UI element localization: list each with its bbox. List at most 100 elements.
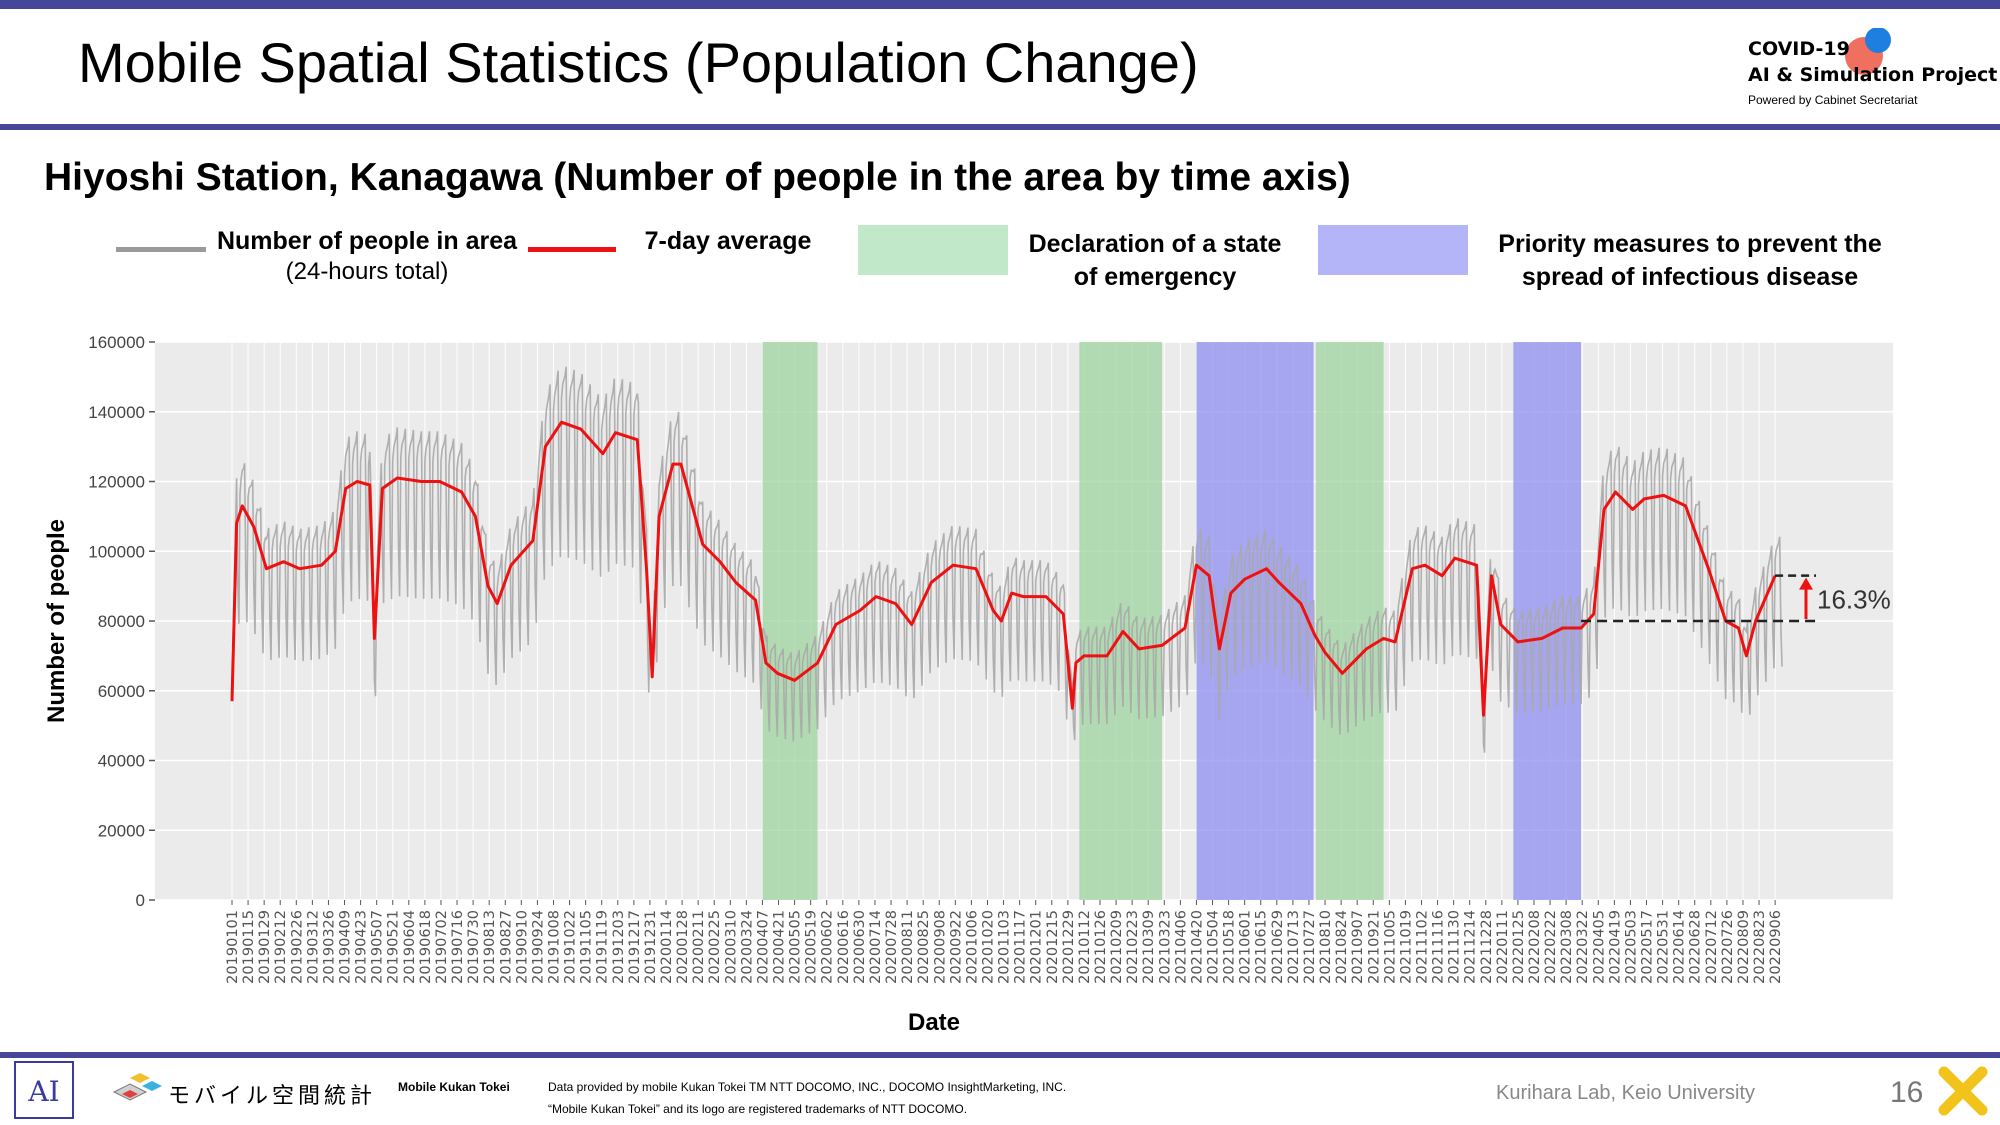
x-tick-label: 20220503	[1623, 910, 1639, 984]
project-logo: COVID-19 AI & Simulation Project Powered…	[1745, 28, 1997, 118]
x-tick-label: 20190730	[466, 910, 482, 984]
y-tick-label: 120000	[88, 473, 145, 492]
x-tick-label: 20210406	[1173, 910, 1189, 984]
x-tick-label: 20210907	[1350, 910, 1366, 984]
legend-swatch-average	[528, 247, 616, 252]
legend-label-priority-1: Priority measures to prevent the	[1498, 230, 1882, 258]
legend-sublabel-people: (24-hours total)	[285, 258, 449, 285]
legend-swatch-emergency	[858, 225, 1008, 275]
svg-text:AI: AI	[27, 1075, 59, 1108]
x-tick-label: 20191008	[546, 910, 562, 984]
x-tick-label: 20201229	[1061, 910, 1077, 984]
annotation-label: 16.3%	[1817, 584, 1891, 614]
x-tick-label: 20191105	[579, 910, 595, 984]
y-tick-label: 100000	[88, 542, 145, 561]
x-tick-label: 20201117	[1013, 910, 1029, 984]
seven-day-average-line	[230, 420, 1777, 717]
x-tick-label: 20220726	[1720, 910, 1736, 984]
x-tick-label: 20191231	[643, 910, 659, 984]
legend-label-people: Number of people in area	[216, 227, 518, 255]
x-tick-label: 20200825	[916, 910, 932, 984]
y-tick-label: 20000	[98, 821, 145, 840]
x-tick-label: 20190507	[370, 910, 386, 984]
x-tick-label: 20210518	[1222, 910, 1238, 984]
x-tick-label: 20210727	[1302, 910, 1318, 984]
legend-label-average: 7-day average	[644, 227, 812, 255]
x-tick-label: 20220405	[1591, 910, 1607, 984]
x-tick-label: 20201006	[964, 910, 980, 984]
x-tick-label: 20220308	[1559, 910, 1575, 984]
x-tick-label: 20200211	[691, 910, 707, 984]
x-tick-label: 20220614	[1672, 910, 1688, 984]
x-tick-label: 20210824	[1334, 910, 1350, 984]
x-tick-label: 20190129	[257, 910, 273, 984]
chart-title: Hiyoshi Station, Kanagawa (Number of peo…	[44, 156, 1351, 199]
x-tick-label: 20201103	[997, 910, 1013, 984]
legend-swatch-people	[116, 247, 206, 252]
x-tick-label: 20220125	[1511, 910, 1527, 984]
cube-logo-icon	[112, 1073, 162, 1101]
legend-swatch-priority	[1318, 225, 1468, 275]
x-tick-label: 20201215	[1045, 910, 1061, 984]
footer-lab: Kurihara Lab, Keio University	[1496, 1082, 1756, 1104]
logo-line-2: AI & Simulation Project	[1748, 64, 1998, 86]
x-tick-label: 20200630	[852, 910, 868, 984]
x-tick-label: 20190115	[241, 910, 257, 984]
x-tick-label: 20190604	[402, 910, 418, 984]
y-tick-label: 140000	[88, 403, 145, 422]
population-chart: 0 20000 40000 60000 80000 100000 120000 140000 1…	[43, 333, 1893, 1036]
x-tick-label: 20200728	[884, 910, 900, 984]
x-tick-label: 20210615	[1254, 910, 1270, 984]
x-tick-label: 20200421	[772, 910, 788, 984]
x-tick-label: 20200310	[723, 910, 739, 984]
x-tick-label: 20210126	[1093, 910, 1109, 984]
x-tick-label: 20220823	[1752, 910, 1768, 984]
x-tick-label: 20220517	[1640, 910, 1656, 984]
slide-title: Mobile Spatial Statistics (Population Ch…	[78, 31, 1199, 94]
x-tick-label: 20201020	[980, 910, 996, 984]
x-tick-label: 20220208	[1527, 910, 1543, 984]
x-tick-label: 20200505	[788, 910, 804, 984]
x-tick-label: 20191217	[627, 910, 643, 984]
x-tick-label: 20200714	[868, 910, 884, 984]
x-tick-label: 20220628	[1688, 910, 1704, 984]
x-tick-label: 20200616	[836, 910, 852, 984]
x-tick-label: 20210223	[1125, 910, 1141, 984]
emergency-period-band	[762, 342, 818, 900]
x-tick-label: 20210810	[1318, 910, 1334, 984]
x-tick-label: 20190813	[482, 910, 498, 984]
x-tick-label: 20210921	[1366, 910, 1382, 984]
x-tick-label: 20220419	[1607, 910, 1623, 984]
legend-label-emergency-2: of emergency	[1073, 263, 1237, 291]
x-tick-label: 20211116	[1431, 910, 1447, 984]
lab-logo-icon: AI	[14, 1061, 74, 1119]
x-tick-label: 20190716	[450, 910, 466, 984]
x-tick-label: 20220712	[1704, 910, 1720, 984]
x-tick-label: 20210112	[1077, 910, 1093, 984]
x-tick-label: 20190326	[321, 910, 337, 984]
x-tick-label: 20191022	[563, 910, 579, 984]
logo-line-3: Powered by Cabinet Secretariat	[1748, 93, 1918, 107]
x-tick-label: 20220222	[1543, 910, 1559, 984]
footer-brand: Mobile Kukan Tokei	[398, 1080, 510, 1094]
footer-app-name: モバイル空間統計	[168, 1084, 377, 1109]
keio-x-logo-icon	[1938, 1066, 1988, 1116]
x-tick-label: 20210629	[1270, 910, 1286, 984]
x-tick-label: 20190312	[305, 910, 321, 984]
emergency-period-band	[1315, 342, 1384, 900]
x-tick-label: 20220111	[1495, 910, 1511, 984]
x-tick-label: 20190409	[338, 910, 354, 984]
x-tick-label: 20200407	[755, 910, 771, 984]
x-tick-label: 20200519	[804, 910, 820, 984]
x-tick-label: 20211005	[1382, 910, 1398, 984]
y-tick-label: 80000	[98, 612, 145, 631]
x-tick-label: 20210601	[1238, 910, 1254, 984]
x-tick-label: 20211214	[1463, 910, 1479, 984]
x-tick-label: 20190924	[530, 910, 546, 984]
increase-arrow-head-icon	[1799, 577, 1813, 590]
x-tick-label: 20210209	[1109, 910, 1125, 984]
raw-daily-line	[231, 366, 1783, 753]
x-tick-label: 20200225	[707, 910, 723, 984]
x-tick-label: 20190212	[273, 910, 289, 984]
x-tick-label: 20190226	[289, 910, 305, 984]
